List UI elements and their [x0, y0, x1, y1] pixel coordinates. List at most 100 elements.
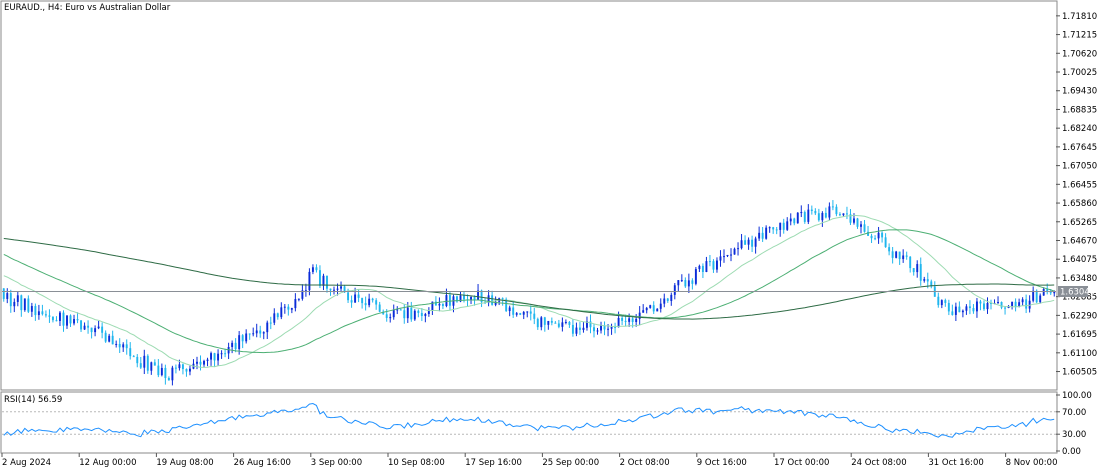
candle [304, 283, 307, 297]
rsi-title: RSI(14) 56.59 [4, 395, 62, 405]
candle [754, 236, 757, 254]
price-tick-label: 1.68835 [1062, 105, 1097, 115]
candle [326, 275, 328, 293]
moving-average-line [3, 229, 1055, 354]
candle [220, 350, 223, 359]
price-tick-label: 1.61100 [1062, 349, 1097, 359]
candle [297, 298, 300, 302]
candle [659, 298, 662, 313]
current-price-tag: 1.63049 [1058, 286, 1095, 298]
candle [132, 355, 135, 358]
candle [224, 348, 227, 358]
candle [473, 295, 476, 306]
candle [775, 227, 778, 235]
candle [280, 302, 283, 320]
candle [97, 320, 100, 330]
candle [986, 297, 989, 314]
candle [294, 293, 297, 312]
candle [614, 322, 617, 334]
candle [115, 340, 118, 348]
candle [610, 323, 613, 335]
candle [550, 317, 553, 326]
time-tick-label: 2 Oct 08:00 [620, 458, 670, 468]
candle [954, 302, 957, 322]
candle [245, 329, 248, 344]
price-tick-label: 1.70025 [1062, 68, 1097, 78]
candle [835, 204, 838, 217]
candle [807, 204, 810, 225]
main-price-plot[interactable] [2, 200, 1056, 386]
candle [810, 205, 813, 215]
candle [691, 278, 694, 290]
candle [582, 322, 585, 333]
candle [575, 322, 578, 337]
candle [645, 306, 648, 314]
candle [708, 254, 711, 267]
candle [51, 316, 54, 323]
price-tick-label: 1.69430 [1062, 87, 1097, 97]
time-tick-label: 9 Oct 16:00 [697, 458, 747, 468]
candle [786, 217, 789, 231]
candle [863, 219, 866, 233]
price-tick-label: 1.67645 [1062, 143, 1097, 153]
candle [600, 321, 602, 334]
candle [434, 296, 437, 306]
candle [782, 218, 785, 234]
candle [803, 210, 806, 224]
candle [842, 213, 845, 217]
candle [66, 315, 68, 329]
candle [930, 279, 933, 289]
time-tick-label: 2 Aug 2024 [2, 458, 51, 468]
candle [234, 338, 237, 353]
moving-average-line [3, 238, 1055, 320]
candle [1011, 301, 1014, 310]
candle [350, 295, 353, 308]
candle [642, 304, 645, 313]
candle [160, 363, 163, 377]
candle [420, 308, 423, 322]
candle [536, 317, 539, 330]
candle [9, 289, 12, 313]
time-tick-label: 10 Sep 08:00 [388, 458, 445, 468]
candle [188, 365, 191, 376]
candle [322, 273, 325, 291]
candle [596, 327, 599, 335]
candle [276, 312, 279, 320]
candle [916, 260, 919, 278]
candle [290, 307, 293, 314]
candle [340, 281, 343, 291]
candle [529, 305, 532, 321]
candle [73, 314, 75, 326]
candle [311, 264, 314, 275]
candle [129, 342, 132, 360]
rsi-plot[interactable] [2, 402, 1056, 438]
price-tick-label: 1.61695 [1062, 330, 1097, 340]
rsi-axis: 100.00 70.00 30.00 0.00 [1056, 391, 1092, 457]
time-tick-label: 17 Oct 00:00 [774, 458, 829, 468]
candle [705, 256, 708, 273]
price-tick-label: 1.62290 [1062, 311, 1097, 321]
price-tick-label: 1.65860 [1062, 199, 1097, 209]
candle [146, 354, 149, 374]
candle [203, 359, 205, 367]
candle [772, 226, 775, 234]
candle [94, 325, 97, 337]
time-tick-label: 3 Sep 00:00 [311, 458, 362, 468]
candle [919, 257, 922, 286]
candle [83, 322, 86, 330]
candle [69, 314, 72, 328]
candle [269, 316, 272, 330]
main-panel-frame [0, 0, 1058, 391]
candle [329, 288, 332, 296]
candle [712, 259, 715, 273]
candle [125, 339, 128, 355]
candle [821, 211, 824, 227]
candle [519, 312, 522, 316]
candle [554, 321, 557, 324]
candle [547, 320, 550, 330]
candle [477, 284, 480, 301]
price-tick-label: 1.64670 [1062, 236, 1097, 246]
candle [652, 301, 655, 314]
